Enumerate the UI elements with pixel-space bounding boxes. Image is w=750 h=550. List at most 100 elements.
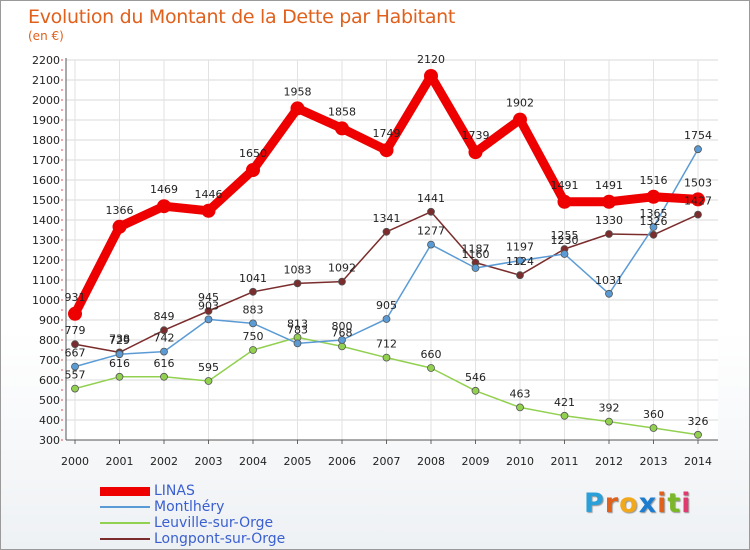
data-point-montlh-ry (694, 145, 702, 154)
data-point-linas (379, 143, 394, 158)
data-label-montlh-ry: 1230 (551, 234, 579, 247)
y-tick-label: 1900 (32, 114, 60, 127)
chart-title: Evolution du Montant de la Dette par Hab… (28, 6, 456, 28)
y-tick-label: 1500 (32, 194, 60, 207)
data-label-leuville-sur-orge: 750 (243, 330, 264, 343)
data-label-linas: 1366 (106, 204, 134, 217)
data-label-linas: 1503 (684, 176, 712, 189)
data-label-leuville-sur-orge: 392 (599, 402, 620, 415)
data-label-longpont-sur-orge: 1427 (684, 195, 712, 208)
data-label-montlh-ry: 800 (332, 320, 353, 333)
legend-label-linas: LINAS (154, 483, 195, 499)
data-point-linas (513, 112, 527, 127)
data-point-linas (201, 203, 216, 218)
data-label-longpont-sur-orge: 738 (109, 332, 130, 345)
data-point-longpont-sur-orge (160, 326, 168, 335)
data-label-linas: 1469 (150, 183, 178, 196)
data-label-longpont-sur-orge: 1124 (506, 255, 534, 268)
legend-swatch-leuville (100, 522, 150, 524)
data-label-longpont-sur-orge: 1341 (373, 212, 401, 225)
data-point-linas (68, 306, 82, 321)
x-tick-label: 2007 (373, 455, 401, 468)
y-tick-label: 1200 (32, 254, 60, 267)
data-point-leuville-sur-orge (560, 411, 569, 420)
data-point-leuville-sur-orge (71, 384, 79, 393)
data-label-montlh-ry: 729 (109, 334, 130, 347)
x-tick-label: 2011 (551, 455, 579, 468)
data-label-linas: 1491 (551, 179, 579, 192)
data-label-longpont-sur-orge: 1441 (417, 192, 445, 205)
data-label-linas: 1958 (284, 85, 312, 98)
data-point-linas (691, 192, 705, 207)
y-tick-label: 500 (39, 394, 60, 407)
x-tick-label: 2002 (150, 455, 178, 468)
x-tick-label: 2003 (195, 455, 223, 468)
data-label-linas: 1491 (595, 179, 623, 192)
data-label-longpont-sur-orge: 1041 (239, 272, 267, 285)
data-label-montlh-ry: 1365 (640, 207, 668, 220)
data-point-linas (557, 194, 572, 209)
x-tick-label: 2001 (106, 455, 134, 468)
chart-subtitle: (en €) (28, 29, 64, 43)
data-label-linas: 1739 (462, 129, 490, 142)
data-label-leuville-sur-orge: 595 (198, 361, 219, 374)
data-label-longpont-sur-orge: 1187 (462, 243, 490, 256)
data-point-montlh-ry (382, 315, 391, 323)
data-point-linas (335, 121, 349, 136)
data-point-leuville-sur-orge (249, 346, 257, 354)
data-label-montlh-ry: 883 (243, 303, 264, 316)
logo-letter: i (681, 488, 692, 519)
y-tick-label: 1300 (32, 234, 60, 247)
legend-label-leuville: Leuville-sur-Orge (154, 515, 274, 531)
data-point-longpont-sur-orge (427, 207, 435, 216)
data-label-montlh-ry: 667 (65, 347, 86, 360)
data-point-montlh-ry (605, 289, 613, 298)
y-tick-label: 1700 (32, 154, 60, 167)
data-point-longpont-sur-orge (649, 230, 658, 239)
y-tick-label: 600 (39, 374, 60, 387)
data-label-linas: 2120 (417, 53, 445, 66)
data-point-leuville-sur-orge (427, 364, 435, 372)
data-point-longpont-sur-orge (605, 230, 613, 238)
data-point-longpont-sur-orge (338, 277, 346, 286)
data-point-montlh-ry (516, 256, 524, 265)
data-point-montlh-ry (560, 250, 569, 258)
data-label-leuville-sur-orge: 360 (643, 408, 664, 421)
data-label-montlh-ry: 742 (154, 332, 175, 345)
y-tick-label: 2000 (32, 94, 60, 107)
data-label-montlh-ry: 1754 (684, 129, 712, 142)
data-label-montlh-ry: 905 (376, 299, 397, 312)
data-label-leuville-sur-orge: 326 (688, 415, 709, 428)
x-tick-label: 2013 (640, 455, 668, 468)
data-point-linas (112, 219, 127, 234)
x-tick-label: 2012 (595, 455, 623, 468)
y-tick-label: 700 (39, 354, 60, 367)
data-point-montlh-ry (115, 350, 124, 359)
data-point-leuville-sur-orge (516, 403, 524, 412)
y-tick-label: 1600 (32, 174, 60, 187)
data-point-longpont-sur-orge (71, 340, 79, 349)
data-point-longpont-sur-orge (694, 210, 702, 219)
data-point-longpont-sur-orge (204, 307, 213, 315)
data-point-leuville-sur-orge (115, 372, 124, 381)
data-label-linas: 1516 (640, 174, 668, 187)
x-tick-label: 2008 (417, 455, 445, 468)
data-point-montlh-ry (160, 347, 168, 356)
data-point-leuville-sur-orge (160, 372, 168, 381)
legend-swatch-linas (100, 487, 150, 496)
legend-swatch-longpont (100, 538, 150, 540)
data-point-leuville-sur-orge (338, 342, 346, 351)
legend-label-longpont: Longpont-sur-Orge (154, 531, 286, 547)
data-label-longpont-sur-orge: 1330 (595, 214, 623, 227)
logo-letter: o (619, 488, 639, 519)
y-tick-label: 800 (39, 334, 60, 347)
data-point-montlh-ry (471, 264, 480, 272)
y-tick-label: 400 (39, 414, 60, 427)
x-tick-label: 2009 (462, 455, 490, 468)
y-tick-label: 1100 (32, 274, 60, 287)
data-point-montlh-ry (71, 362, 79, 371)
data-point-leuville-sur-orge (605, 417, 613, 426)
data-point-montlh-ry (427, 240, 435, 249)
x-tick-label: 2010 (506, 455, 534, 468)
data-point-leuville-sur-orge (204, 377, 213, 385)
